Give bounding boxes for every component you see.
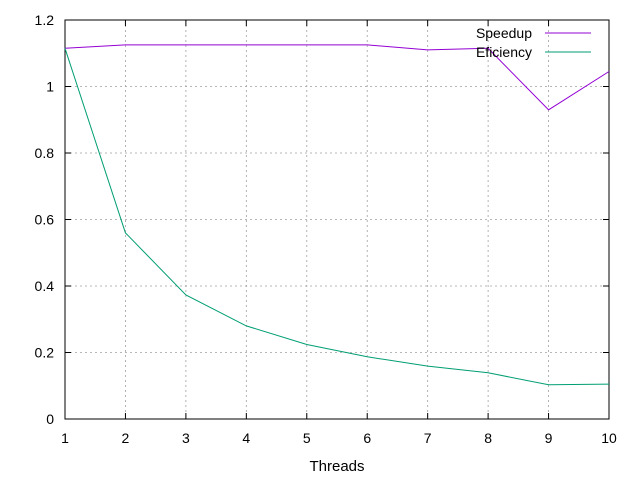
x-tick-label: 10 — [601, 430, 617, 446]
legend: Speedup Eficiency — [476, 25, 591, 60]
series-line-eficiency — [64, 48, 610, 386]
x-tick-label: 7 — [424, 430, 432, 446]
x-tick-label: 9 — [545, 430, 553, 446]
grid — [65, 20, 609, 419]
y-tick-label: 0.2 — [35, 345, 55, 361]
y-tick-label: 0 — [46, 411, 54, 427]
y-tick-label: 0.4 — [35, 278, 55, 294]
legend-label-eficiency: Eficiency — [476, 44, 532, 60]
x-tick-label: 1 — [61, 430, 69, 446]
y-tick-label: 0.6 — [35, 212, 55, 228]
y-tick-label: 1.2 — [35, 12, 55, 28]
y-tick-label: 1 — [46, 79, 54, 95]
x-tick-label: 2 — [122, 430, 130, 446]
x-tick-label: 8 — [484, 430, 492, 446]
axis-ticks: 1 2 3 4 5 6 7 8 9 10 0 0.2 0.4 0.6 0.8 1 1.2 — [35, 12, 617, 446]
y-tick-label: 0.8 — [35, 145, 55, 161]
x-tick-label: 6 — [363, 430, 371, 446]
x-tick-label: 5 — [303, 430, 311, 446]
x-tick-label: 3 — [182, 430, 190, 446]
x-tick-label: 4 — [242, 430, 250, 446]
series-line-speedup — [64, 44, 610, 111]
legend-label-speedup: Speedup — [476, 25, 532, 41]
series-lines — [64, 44, 610, 386]
x-axis-title: Threads — [309, 458, 364, 475]
